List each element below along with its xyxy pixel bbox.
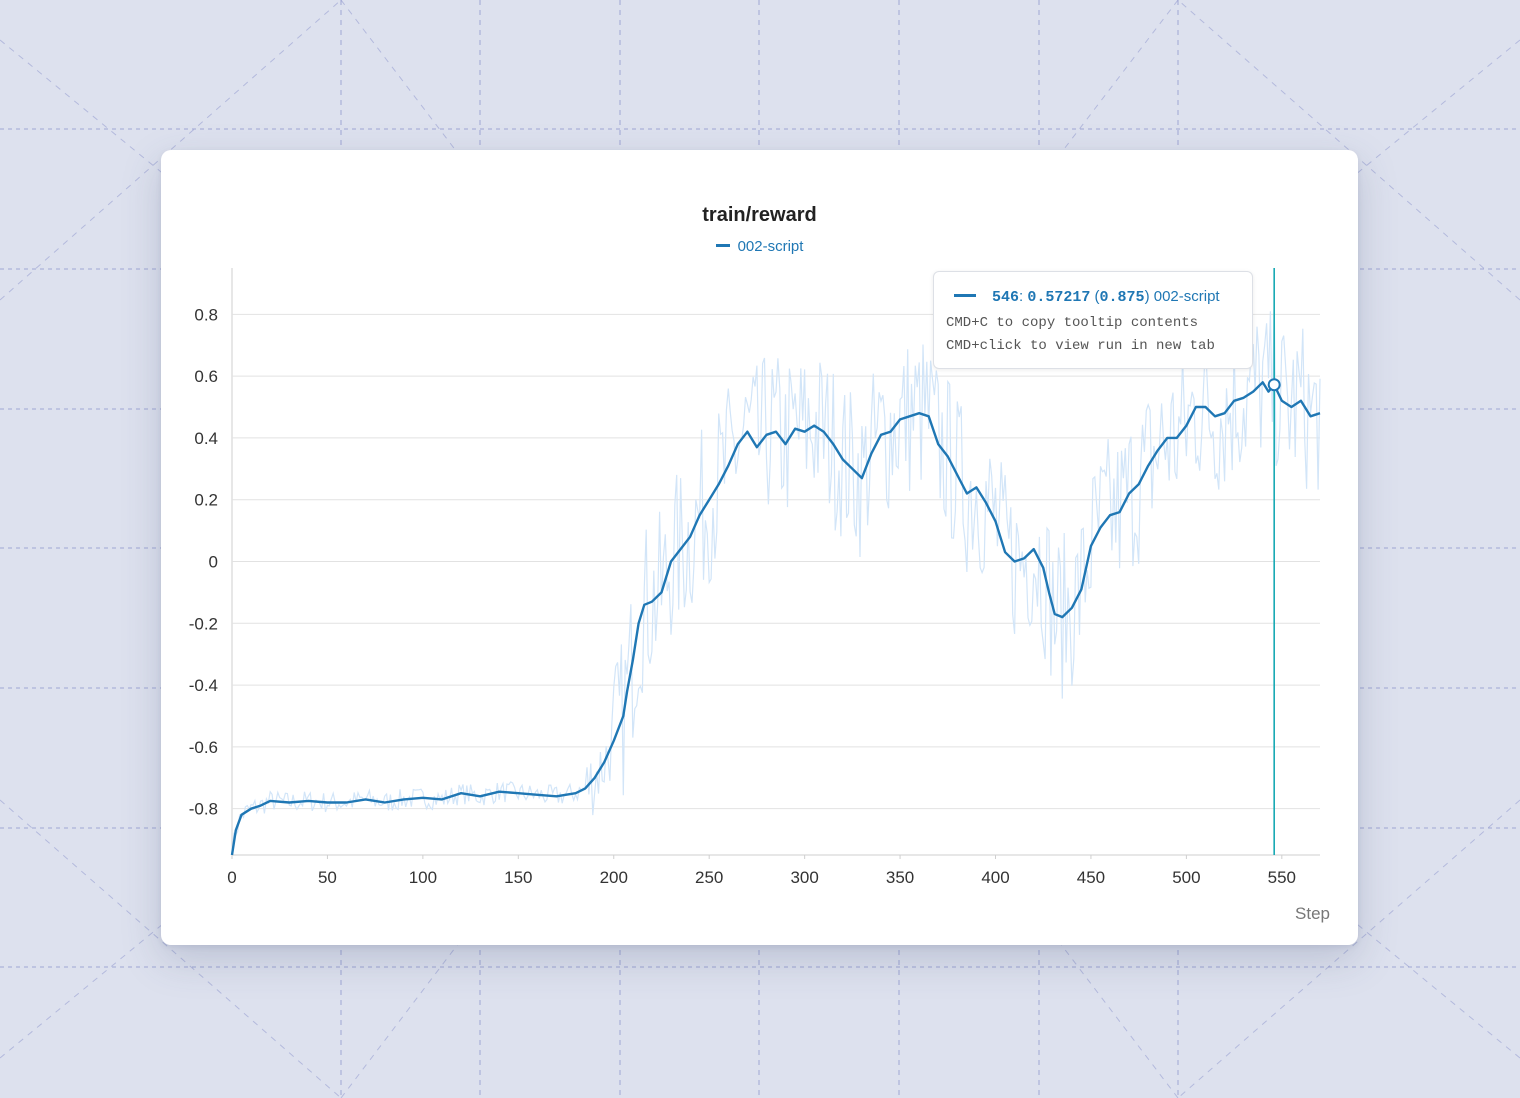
legend-label: 002-script bbox=[737, 238, 804, 255]
x-tick-label: 450 bbox=[1077, 868, 1105, 887]
y-tick-label: 0.2 bbox=[194, 491, 218, 510]
hover-tooltip: 546: 0.57217 (0.875) 002-script CMD+C to… bbox=[933, 271, 1253, 369]
y-tick-label: 0.8 bbox=[194, 305, 218, 324]
chart-panel: 0.8 0.6 0.4 0.2 0 -0.2 -0.4 -0.6 -0.8 0 50 100 150 20… bbox=[161, 150, 1358, 945]
x-tick-label: 250 bbox=[695, 868, 723, 887]
bg-diagonal-line bbox=[1177, 799, 1520, 1098]
line-chart[interactable]: 0.8 0.6 0.4 0.2 0 -0.2 -0.4 -0.6 -0.8 0 50 100 150 20… bbox=[161, 150, 1358, 945]
x-tick-label: 150 bbox=[504, 868, 532, 887]
y-tick-label: -0.6 bbox=[189, 738, 218, 757]
tooltip-hint-copy: CMD+C to copy tooltip contents bbox=[946, 315, 1199, 331]
x-tick-label: 550 bbox=[1268, 868, 1296, 887]
y-tick-label: -0.2 bbox=[189, 614, 218, 633]
chart-legend[interactable]: 002-script bbox=[161, 238, 1358, 255]
tooltip-run-name: 002-script bbox=[1153, 288, 1220, 305]
x-tick-label: 0 bbox=[227, 868, 236, 887]
tooltip-value: 0.57217 bbox=[1027, 289, 1091, 306]
series-line-002-script bbox=[230, 381, 1321, 856]
tooltip-header: 546: 0.57217 (0.875) 002-script bbox=[954, 288, 1220, 306]
x-tick-label: 350 bbox=[886, 868, 914, 887]
y-tick-label: 0.6 bbox=[194, 367, 218, 386]
y-tick-label: 0.4 bbox=[194, 429, 218, 448]
x-tick-label: 500 bbox=[1172, 868, 1200, 887]
tooltip-swatch bbox=[954, 294, 976, 298]
x-tick-label: 400 bbox=[981, 868, 1009, 887]
y-tick-label: -0.4 bbox=[189, 676, 218, 695]
chart-title: train/reward bbox=[702, 204, 817, 226]
x-tick-label: 50 bbox=[318, 868, 337, 887]
hover-point-marker bbox=[1267, 378, 1281, 392]
x-axis-label: Step bbox=[1295, 904, 1330, 923]
raw-series-line bbox=[231, 302, 1321, 852]
y-tick-label: 0 bbox=[209, 553, 218, 572]
tooltip-hint-click: CMD+click to view run in new tab bbox=[946, 338, 1215, 354]
x-tick-label: 100 bbox=[409, 868, 437, 887]
y-tick-label: -0.8 bbox=[189, 800, 218, 819]
bg-diagonal-line bbox=[0, 0, 342, 301]
bg-diagonal-line bbox=[1177, 0, 1520, 301]
tooltip-step: 546 bbox=[992, 289, 1020, 306]
x-tick-label: 200 bbox=[600, 868, 628, 887]
legend-swatch bbox=[715, 244, 730, 248]
bg-diagonal-line bbox=[0, 799, 342, 1098]
x-tick-label: 300 bbox=[790, 868, 818, 887]
tooltip-raw-value: 0.875 bbox=[1099, 289, 1145, 306]
